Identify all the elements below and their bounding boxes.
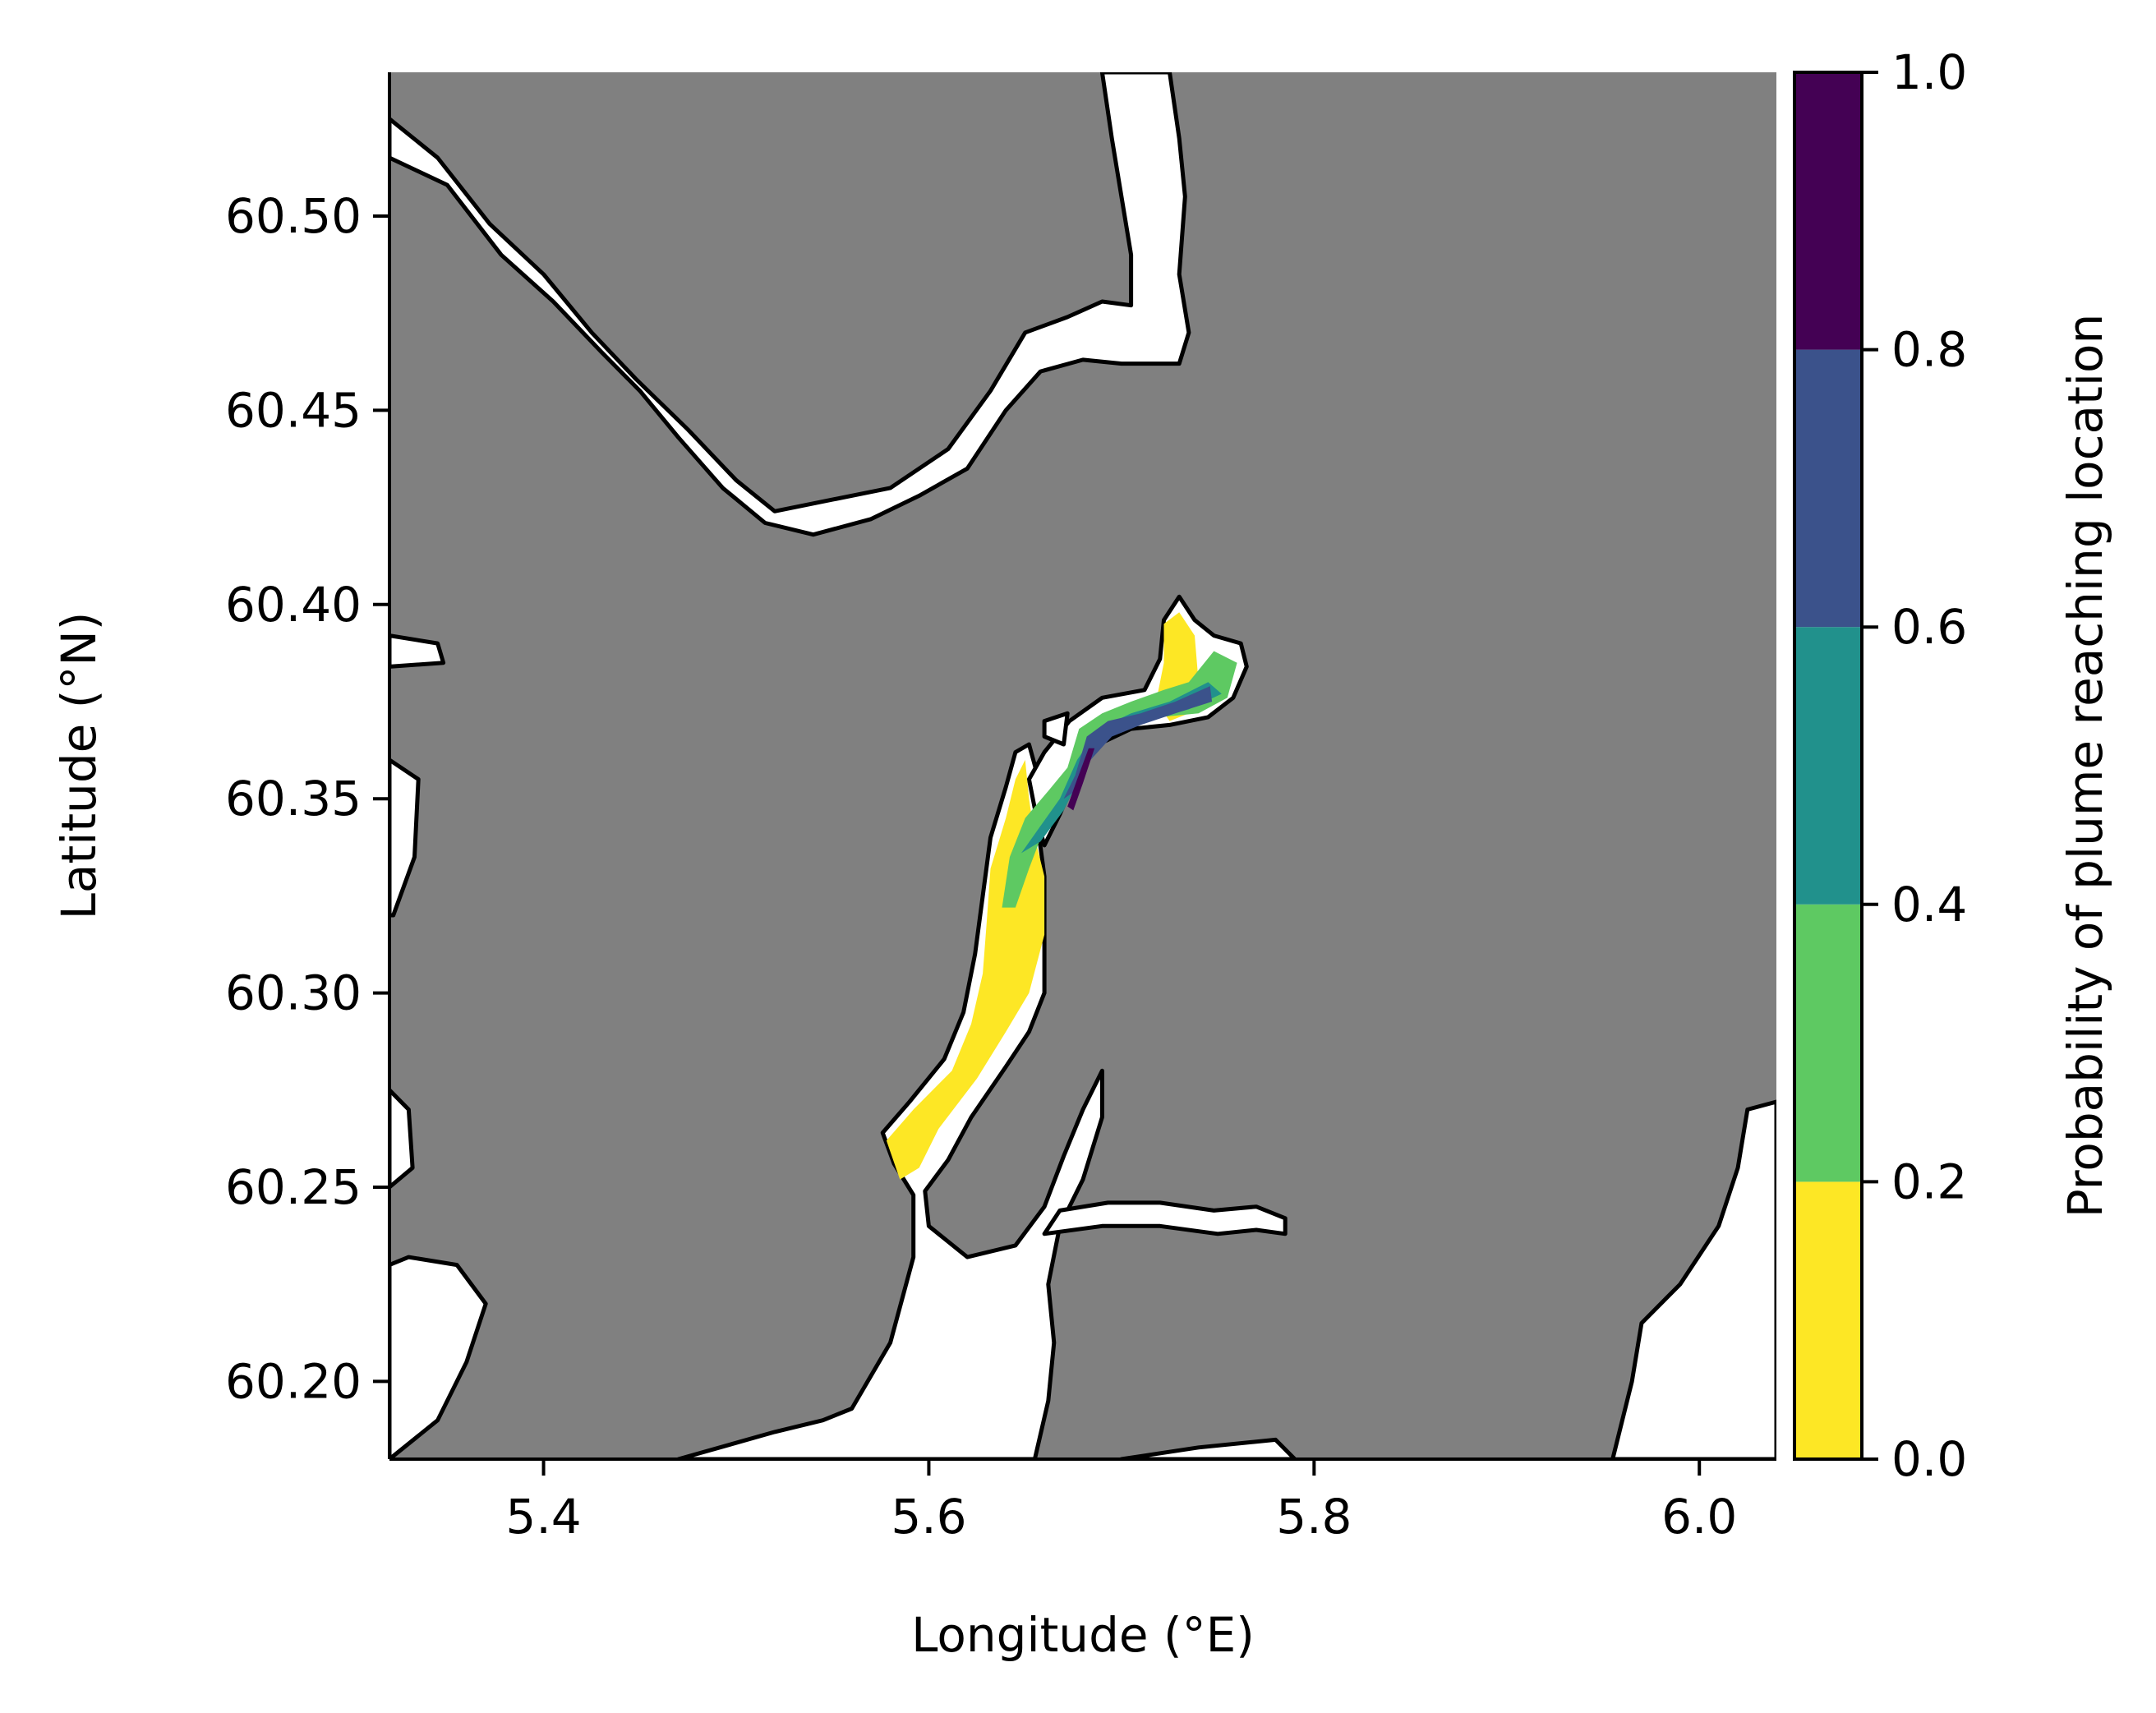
plume-region-0.2-0.4 <box>1002 651 1237 908</box>
colorbar-bin <box>1794 1181 1862 1459</box>
plume-probability-layer <box>886 612 1237 1180</box>
water-west-inlet-3 <box>389 1088 415 1190</box>
x-axis-ticks: 5.4 5.6 5.8 6.0 <box>505 1459 1737 1545</box>
plume-region-0.6-0.8 <box>1063 686 1213 799</box>
water-south-branch <box>1119 1437 1297 1459</box>
y-tick-label: 60.40 <box>225 577 362 633</box>
water-small-lake-north <box>1042 711 1070 747</box>
y-tick-label: 60.30 <box>225 965 362 1021</box>
x-tick-label: 5.8 <box>1276 1489 1352 1545</box>
y-tick-label: 60.35 <box>225 771 362 827</box>
water-southeast-fjord <box>1610 1099 1776 1459</box>
water-north-fjord <box>389 72 1191 537</box>
colorbar-label: Probability of plume reaching location <box>2057 314 2113 1218</box>
colorbar-tick-label: 0.6 <box>1891 599 1967 655</box>
colorbar-bin <box>1794 904 1862 1182</box>
colorbar-tick-label: 0.8 <box>1891 322 1967 378</box>
water-west-inlet-2 <box>389 757 421 918</box>
water-west-inlet-1 <box>389 633 446 669</box>
x-tick-label: 5.4 <box>505 1489 581 1545</box>
y-tick-label: 60.25 <box>225 1159 362 1215</box>
map-area <box>389 72 1776 1459</box>
x-tick-label: 5.6 <box>891 1489 966 1545</box>
y-tick-label: 60.20 <box>225 1353 362 1409</box>
colorbar-tick-label: 0.4 <box>1891 877 1967 932</box>
colorbar-tick-label: 1.0 <box>1891 44 1967 100</box>
plume-region-0.8-1.0 <box>1067 748 1095 811</box>
colorbar-tick-label: 0.2 <box>1891 1154 1967 1209</box>
y-axis-label: Latitude (°N) <box>51 612 107 920</box>
x-tick-label: 6.0 <box>1661 1489 1737 1545</box>
colorbar-frame <box>1793 71 1863 1461</box>
x-axis-label: Longitude (°E) <box>911 1607 1255 1663</box>
plume-region-0.0-0.2 <box>886 759 1045 1180</box>
colorbar-bin <box>1794 72 1862 350</box>
colorbar-ticks: 0.0 0.2 0.4 0.6 0.8 1.0 <box>1862 44 1967 1487</box>
water-west-edge-waters <box>389 1255 488 1459</box>
y-axis-ticks: 60.20 60.25 60.30 60.35 60.40 60.45 60.50 <box>225 188 389 1409</box>
water-east-branch <box>1042 1200 1288 1236</box>
y-tick-label: 60.45 <box>225 382 362 438</box>
y-tick-label: 60.50 <box>225 188 362 244</box>
colorbar-bin <box>1794 627 1862 905</box>
colorbar-tick-label: 0.0 <box>1891 1431 1967 1487</box>
colorbar-bin <box>1794 349 1862 628</box>
colorbar <box>1793 71 1863 1461</box>
